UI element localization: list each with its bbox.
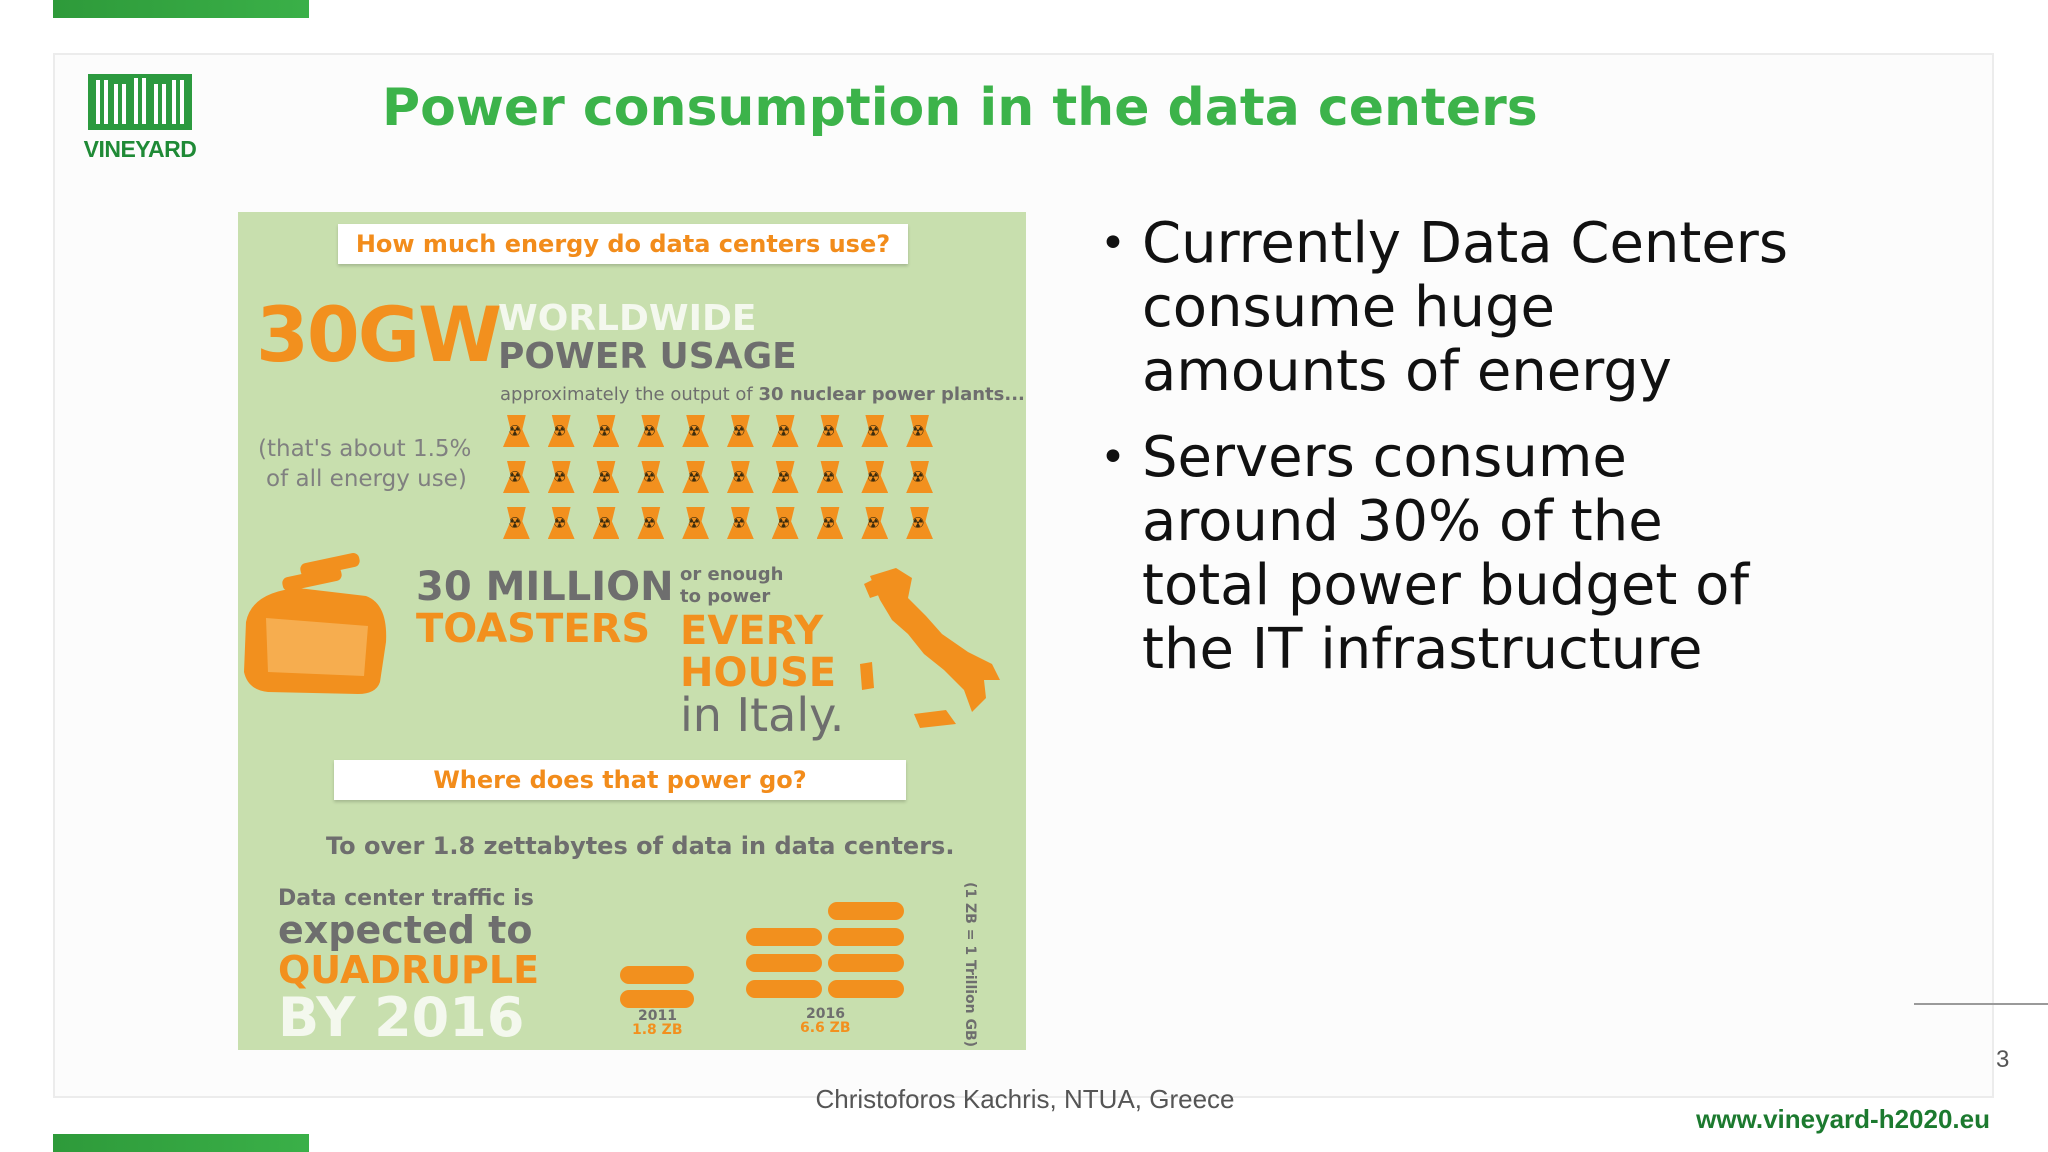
house-label: HOUSE bbox=[680, 650, 837, 696]
storage-disk-icon bbox=[746, 954, 822, 972]
infographic-question-1: How much energy do data centers use? bbox=[338, 224, 908, 264]
zb-2016-label: 6.6 ZB bbox=[800, 1020, 851, 1036]
or-enough-2: to power bbox=[680, 586, 771, 607]
energy-infographic: How much energy do data centers use? 30G… bbox=[238, 212, 1026, 1050]
zb-note-label: (1 ZB = 1 Trillion GB) bbox=[962, 882, 978, 1048]
nuclear-plant-icon bbox=[637, 461, 665, 493]
bottom-accent-bar bbox=[53, 1134, 309, 1152]
storage-disk-icon bbox=[828, 980, 904, 998]
vineyard-logo-text: VINEYARD bbox=[83, 136, 197, 162]
nuclear-plant-icon bbox=[771, 415, 799, 447]
nuclear-plant-icon bbox=[547, 415, 575, 447]
nuclear-plant-icon bbox=[906, 507, 933, 539]
zb-2011-label: 1.8 ZB bbox=[632, 1022, 683, 1038]
question-1-text: How much energy do data centers use? bbox=[355, 230, 891, 258]
footer-author: Christoforos Kachris, NTUA, Greece bbox=[815, 1084, 1235, 1114]
nuclear-plant-icon bbox=[816, 507, 844, 539]
nuclear-plant-icon bbox=[906, 415, 933, 447]
nuclear-plant-icon bbox=[547, 461, 575, 493]
storage-disk-icon bbox=[746, 980, 822, 998]
nuclear-plant-icon bbox=[682, 461, 709, 493]
slide-title: Power consumption in the data centers bbox=[382, 78, 1538, 138]
nuclear-plant-icon bbox=[682, 507, 709, 539]
toaster-icon bbox=[244, 553, 387, 694]
nuclear-plant-icon bbox=[592, 507, 620, 539]
year-2016-label: 2016 bbox=[806, 1006, 845, 1022]
toasters-line-2: TOASTERS bbox=[416, 606, 651, 652]
nuclear-plant-icon bbox=[726, 415, 754, 447]
nuclear-plant-icon bbox=[771, 461, 799, 493]
nuclear-plant-icon bbox=[816, 415, 844, 447]
footer-url-link[interactable]: www.vineyard-h2020.eu bbox=[1696, 1104, 1990, 1134]
power-usage-label: POWER USAGE bbox=[498, 336, 797, 377]
bullet-item: • Servers consume around 30% of the tota… bbox=[1100, 426, 1800, 682]
nuclear-plant-icon bbox=[726, 461, 754, 493]
bullet-text: Servers consume around 30% of the total … bbox=[1142, 425, 1750, 682]
approx-text: approximately the output of bbox=[500, 384, 753, 405]
traffic-line-4: BY 2016 bbox=[278, 986, 525, 1049]
traffic-line-2: expected to bbox=[278, 908, 533, 952]
bullet-list: • Currently Data Centers consume huge am… bbox=[1100, 212, 1800, 704]
nuclear-plant-icon bbox=[726, 507, 754, 539]
big-value-30gw: 30GW bbox=[256, 290, 502, 379]
nuclear-plant-icon bbox=[592, 415, 620, 447]
italy-label: in Italy. bbox=[680, 688, 845, 742]
approx-bold-text: 30 nuclear power plants... bbox=[758, 384, 1025, 405]
nuclear-plant-icon bbox=[547, 507, 575, 539]
worldwide-label: WORLDWIDE bbox=[498, 298, 757, 339]
infographic-question-2: Where does that power go? bbox=[334, 760, 906, 800]
storage-disk-icon bbox=[828, 928, 904, 946]
share-line-2: of all energy use) bbox=[266, 466, 467, 492]
nuclear-plants-grid bbox=[503, 415, 933, 553]
traffic-line-3: QUADRUPLE bbox=[278, 948, 540, 992]
nuclear-plant-icon bbox=[503, 461, 530, 493]
nuclear-plant-icon bbox=[816, 461, 844, 493]
share-line-1: (that's about 1.5% bbox=[258, 436, 472, 462]
nuclear-plant-icon bbox=[861, 415, 889, 447]
nuclear-plant-icon bbox=[637, 415, 665, 447]
vineyard-logo-icon bbox=[88, 74, 192, 130]
approx-label: approximately the output of 30 nuclear p… bbox=[500, 384, 1025, 405]
decorative-line bbox=[1914, 1003, 2048, 1005]
traffic-line-1: Data center traffic is bbox=[278, 886, 534, 911]
every-label: EVERY bbox=[680, 608, 824, 654]
toasters-line-1: 30 MILLION bbox=[416, 564, 674, 610]
storage-disk-icon bbox=[746, 928, 822, 946]
bullet-text: Currently Data Centers consume huge amou… bbox=[1142, 211, 1788, 404]
storage-disk-icon bbox=[620, 966, 694, 984]
bullet-item: • Currently Data Centers consume huge am… bbox=[1100, 212, 1800, 404]
page-number: 3 bbox=[1996, 1046, 2010, 1073]
nuclear-plant-icon bbox=[906, 461, 933, 493]
nuclear-plant-icon bbox=[861, 461, 889, 493]
top-accent-bar bbox=[53, 0, 309, 18]
nuclear-plant-icon bbox=[637, 507, 665, 539]
italy-map-icon bbox=[860, 568, 1000, 728]
bullet-dot-icon: • bbox=[1100, 218, 1126, 269]
bullet-dot-icon: • bbox=[1100, 432, 1126, 483]
question-2-text: Where does that power go? bbox=[433, 766, 807, 794]
nuclear-plant-icon bbox=[861, 507, 889, 539]
storage-disk-icon bbox=[828, 902, 904, 920]
storage-disk-icon bbox=[828, 954, 904, 972]
year-2011-label: 2011 bbox=[638, 1008, 677, 1024]
nuclear-plant-icon bbox=[592, 461, 620, 493]
nuclear-plant-icon bbox=[503, 507, 530, 539]
zettabytes-label: To over 1.8 zettabytes of data in data c… bbox=[326, 832, 955, 860]
storage-disk-icon bbox=[620, 990, 694, 1008]
nuclear-plant-icon bbox=[503, 415, 530, 447]
nuclear-plant-icon bbox=[771, 507, 799, 539]
nuclear-plant-icon bbox=[682, 415, 709, 447]
or-enough-1: or enough bbox=[680, 564, 784, 585]
